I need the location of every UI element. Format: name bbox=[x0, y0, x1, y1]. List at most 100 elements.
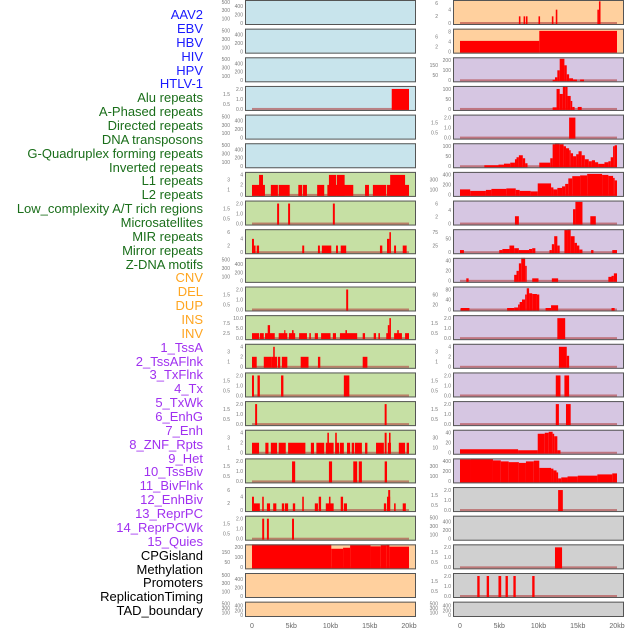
bars bbox=[252, 432, 409, 454]
y-tick-label: 0 bbox=[240, 594, 243, 600]
bar bbox=[580, 175, 588, 196]
panel-frame bbox=[453, 487, 624, 513]
bar bbox=[525, 163, 528, 168]
track-label: 12_EnhBiv bbox=[140, 492, 203, 508]
bar bbox=[288, 442, 306, 454]
track-label: MIR repeats bbox=[132, 228, 203, 244]
y-tick-label: 0.0 bbox=[444, 594, 451, 600]
y-tick-label: 0 bbox=[448, 613, 451, 619]
bar bbox=[514, 274, 517, 282]
bar bbox=[298, 184, 303, 196]
panel-background bbox=[453, 601, 624, 617]
bar bbox=[328, 496, 331, 512]
panel-background bbox=[245, 114, 416, 140]
y-tick-label: 200 bbox=[235, 608, 244, 614]
bar bbox=[389, 232, 391, 254]
bar bbox=[346, 289, 349, 311]
panel-left-8: 0 2 4 6 bbox=[227, 229, 416, 256]
bar bbox=[252, 496, 254, 512]
y-tick-label: 0.5 bbox=[223, 417, 230, 423]
bars bbox=[460, 431, 617, 454]
bars bbox=[252, 174, 409, 196]
y-tick-label: 0 bbox=[448, 250, 451, 256]
bar bbox=[505, 576, 508, 597]
track-label: INV bbox=[181, 325, 203, 341]
bar bbox=[598, 1, 601, 24]
bar bbox=[466, 278, 469, 282]
baseline bbox=[460, 136, 617, 139]
y-tick-label: 2 bbox=[240, 183, 243, 189]
panel-left-16: 0.0 0.5 1.0 1.5 2.0 bbox=[223, 458, 416, 485]
y-tick-label: 1.0 bbox=[236, 97, 243, 103]
baseline bbox=[460, 337, 617, 340]
panel-frame bbox=[453, 114, 624, 140]
y-tick-label: 0 bbox=[448, 365, 451, 371]
bar bbox=[281, 375, 284, 397]
y-tick-label: 2.0 bbox=[444, 545, 451, 551]
y-tick-label: 1.5 bbox=[431, 120, 438, 126]
bar bbox=[566, 355, 570, 368]
y-tick-label: 500 bbox=[222, 573, 231, 579]
y-tick-label: 20 bbox=[445, 441, 451, 447]
panel-background bbox=[453, 515, 624, 541]
bar bbox=[508, 462, 519, 483]
y-tick-label: 300 bbox=[430, 464, 439, 470]
bar bbox=[577, 106, 582, 110]
panel-background bbox=[453, 343, 624, 369]
y-tick-label: 0.5 bbox=[223, 216, 230, 222]
bar bbox=[362, 356, 368, 368]
y-tick-label: 1.5 bbox=[223, 407, 230, 413]
y-tick-label: 100 bbox=[443, 144, 452, 150]
bar bbox=[529, 293, 533, 311]
y-tick-label: 4 bbox=[448, 208, 451, 214]
bar bbox=[568, 178, 573, 196]
y-tick-label: 7.5 bbox=[223, 321, 230, 327]
panel-right-8: 0 25 50 75 bbox=[432, 229, 624, 256]
y-tick-label: 500 bbox=[430, 516, 439, 522]
track-label: Mirror repeats bbox=[122, 242, 203, 258]
bar bbox=[551, 305, 559, 311]
bar bbox=[303, 184, 307, 196]
bar bbox=[551, 187, 554, 196]
panel-background bbox=[245, 286, 416, 312]
y-tick-label: 200 bbox=[235, 41, 244, 47]
y-tick-label: 1.5 bbox=[431, 550, 438, 556]
bar bbox=[460, 250, 464, 254]
bar bbox=[538, 16, 541, 24]
bar bbox=[532, 294, 537, 311]
panel-background bbox=[245, 515, 416, 541]
bar bbox=[335, 245, 338, 254]
bar bbox=[570, 153, 574, 168]
track-label: 6_EnhG bbox=[155, 409, 203, 425]
bar bbox=[559, 93, 563, 110]
bar bbox=[354, 442, 362, 454]
bar bbox=[317, 356, 321, 368]
panel-background bbox=[245, 401, 416, 427]
bar bbox=[252, 544, 332, 569]
bar bbox=[389, 546, 409, 569]
y-tick-label: 0.5 bbox=[431, 589, 438, 595]
bar bbox=[518, 16, 521, 24]
panel-frame bbox=[453, 544, 624, 570]
bar bbox=[558, 490, 563, 512]
panel-background bbox=[453, 85, 624, 111]
panel-frame bbox=[453, 343, 624, 369]
y-tick-label: 500 bbox=[430, 601, 439, 607]
track-label: 1_TssA bbox=[160, 339, 203, 355]
y-tick-label: 50 bbox=[445, 154, 451, 160]
panel-background bbox=[453, 487, 624, 513]
bar bbox=[379, 245, 383, 254]
y-tick-label: 200 bbox=[235, 70, 244, 76]
panel-frame bbox=[453, 601, 624, 618]
bar bbox=[567, 476, 578, 483]
y-tick-label: 0 bbox=[240, 613, 243, 619]
x-tick-label: 10kb bbox=[531, 623, 546, 630]
y-tick-label: 2.0 bbox=[236, 87, 243, 93]
bar bbox=[526, 288, 530, 311]
bar bbox=[332, 203, 335, 225]
bar bbox=[402, 245, 407, 254]
y-tick-label: 2.0 bbox=[444, 115, 451, 121]
panel-frame bbox=[245, 315, 416, 341]
bar bbox=[551, 278, 559, 282]
panel-frame bbox=[245, 544, 416, 570]
